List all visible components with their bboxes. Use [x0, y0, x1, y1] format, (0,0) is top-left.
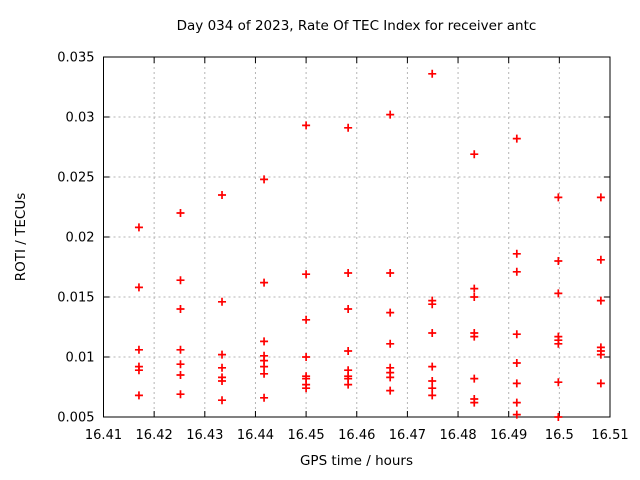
data-point [176, 209, 185, 217]
data-point [134, 391, 143, 400]
data-point [386, 339, 395, 348]
data-point [512, 249, 521, 258]
data-point [386, 269, 395, 277]
data-point [470, 284, 479, 293]
data-point [554, 257, 563, 265]
data-point [428, 384, 437, 393]
y-tick-label: 0.02 [66, 231, 95, 246]
y-axis-label: ROTI / TECUs [13, 192, 29, 282]
x-tick-label: 16.43 [186, 428, 223, 443]
data-point [218, 363, 227, 372]
data-point [428, 300, 437, 309]
data-point [218, 297, 227, 306]
data-point [260, 369, 269, 378]
data-point [596, 193, 605, 202]
data-point [554, 339, 563, 348]
y-tick-label: 0.005 [57, 411, 94, 426]
data-point [512, 398, 521, 407]
data-point [428, 377, 437, 385]
data-point [260, 337, 269, 346]
data-point [512, 379, 521, 388]
x-tick-label: 16.51 [591, 428, 628, 443]
data-point [554, 413, 563, 421]
data-point [386, 386, 395, 395]
data-point [428, 329, 437, 337]
data-point [512, 410, 521, 419]
data-point [134, 223, 143, 232]
x-tick-label: 16.47 [389, 428, 426, 443]
data-point [428, 391, 437, 400]
x-axis-label: GPS time / hours [299, 453, 414, 469]
data-point [176, 276, 185, 285]
data-point [260, 175, 269, 184]
data-point [260, 393, 269, 402]
data-point [260, 362, 269, 371]
data-point [134, 345, 143, 354]
data-point [218, 377, 227, 385]
y-tick-label: 0.035 [57, 51, 94, 66]
data-point [134, 366, 143, 375]
data-point [176, 371, 185, 379]
data-point [512, 359, 521, 367]
data-point [176, 305, 185, 313]
data-point [386, 110, 395, 119]
y-tick-label: 0.03 [66, 111, 95, 126]
data-point [596, 350, 605, 359]
data-point [428, 69, 437, 78]
x-tick-label: 16.41 [85, 428, 122, 443]
data-point [218, 396, 227, 405]
data-point [218, 191, 227, 199]
y-tick-label: 0.025 [57, 171, 94, 186]
data-point [302, 384, 311, 393]
data-point [302, 353, 311, 361]
data-point [596, 255, 605, 264]
data-point [470, 332, 479, 341]
data-point [512, 267, 521, 276]
data-point [470, 374, 479, 383]
data-point [596, 379, 605, 388]
data-point [428, 362, 437, 371]
x-tick-label: 16.45 [287, 428, 324, 443]
data-point [596, 296, 605, 305]
data-point [386, 373, 395, 382]
data-point [512, 330, 521, 339]
data-point [302, 315, 311, 324]
data-point [344, 305, 353, 313]
data-point [218, 350, 227, 359]
x-tick-label: 16.46 [338, 428, 375, 443]
data-point [470, 150, 479, 159]
y-tick-label: 0.015 [57, 291, 94, 306]
data-point [302, 121, 311, 130]
data-point [344, 123, 353, 132]
data-point [176, 345, 185, 354]
x-tick-label: 16.44 [237, 428, 274, 443]
data-point [134, 283, 143, 292]
x-tick-label: 16.42 [136, 428, 173, 443]
x-tick-label: 16.5 [545, 428, 574, 443]
data-point [344, 380, 353, 389]
x-tick-label: 16.49 [490, 428, 527, 443]
data-point [470, 293, 479, 301]
data-point [470, 398, 479, 407]
y-tick-label: 0.01 [66, 351, 95, 366]
data-point [512, 134, 521, 143]
data-point [554, 193, 563, 202]
data-point [260, 278, 269, 287]
data-point [176, 390, 185, 399]
data-point [554, 378, 563, 387]
data-point [344, 347, 353, 355]
data-point [386, 308, 395, 317]
data-point [302, 270, 311, 279]
chart-title: Day 034 of 2023, Rate Of TEC Index for r… [176, 18, 537, 34]
data-point [554, 289, 563, 298]
x-tick-label: 16.48 [439, 428, 476, 443]
data-point [344, 269, 353, 277]
data-point [176, 360, 185, 369]
